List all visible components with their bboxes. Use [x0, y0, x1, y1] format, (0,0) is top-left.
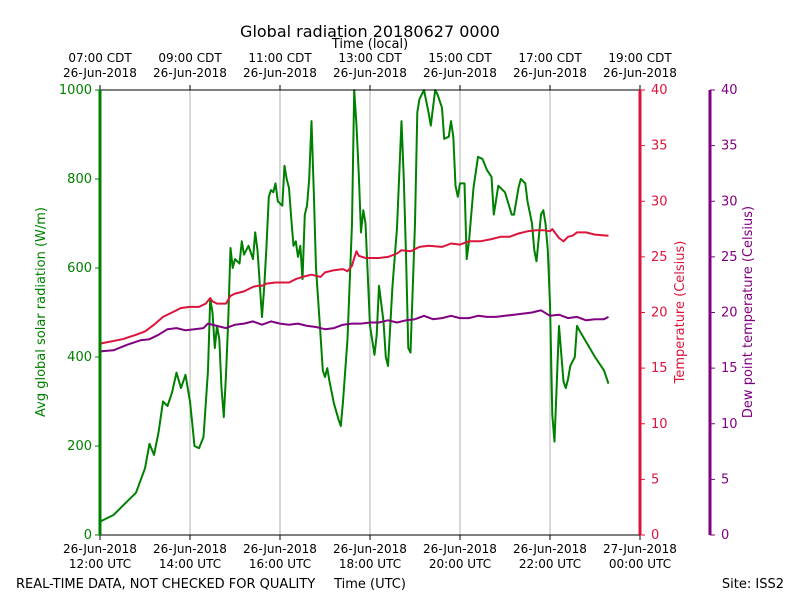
bottom-tick-date: 27-Jun-2018: [603, 542, 677, 556]
left-tick-label: 0: [84, 528, 92, 543]
dew-point-line: [99, 309, 609, 353]
temperature-tick-label: 10: [651, 417, 668, 432]
top-tick-date: 26-Jun-2018: [513, 66, 587, 80]
top-tick-time: 09:00 CDT: [158, 51, 222, 65]
bottom-tick-time: 16:00 UTC: [249, 557, 311, 571]
axes: [95, 85, 715, 540]
left-tick-label: 200: [67, 439, 92, 454]
y-axis-label-right-dewpoint: Dew point temperature (Celsius): [741, 206, 756, 418]
bottom-tick-date: 26-Jun-2018: [63, 542, 137, 556]
left-tick-label: 1000: [59, 83, 92, 98]
temperature-tick-label: 30: [651, 194, 668, 209]
temperature-line: [99, 228, 609, 345]
quality-note: REAL-TIME DATA, NOT CHECKED FOR QUALITY: [16, 577, 315, 592]
temperature-tick-label: 20: [651, 306, 668, 321]
bottom-tick-date: 26-Jun-2018: [333, 542, 407, 556]
series-lines: [99, 89, 610, 523]
top-tick-time: 07:00 CDT: [68, 51, 132, 65]
top-tick-date: 26-Jun-2018: [153, 66, 227, 80]
solar-radiation-line: [99, 89, 610, 523]
temperature-tick-label: 15: [651, 361, 668, 376]
top-tick-date: 26-Jun-2018: [423, 66, 497, 80]
dewpoint-tick-label: 25: [721, 250, 738, 265]
chart-title: Global radiation 20180627 0000: [240, 22, 500, 41]
temperature-tick-label: 0: [651, 528, 659, 543]
top-tick-date: 26-Jun-2018: [333, 66, 407, 80]
top-tick-date: 26-Jun-2018: [63, 66, 137, 80]
temperature-tick-label: 40: [651, 83, 668, 98]
dewpoint-tick-label: 20: [721, 306, 738, 321]
bottom-tick-time: 20:00 UTC: [429, 557, 491, 571]
top-tick-date: 26-Jun-2018: [243, 66, 317, 80]
temperature-tick-label: 35: [651, 139, 668, 154]
bottom-tick-time: 14:00 UTC: [159, 557, 221, 571]
site-label: Site: ISS2: [722, 577, 784, 592]
temperature-tick-label: 25: [651, 250, 668, 265]
left-tick-label: 400: [67, 350, 92, 365]
y-axis-label-left: Avg global solar radiation (W/m): [34, 207, 49, 417]
dewpoint-tick-label: 0: [721, 528, 729, 543]
bottom-tick-time: 12:00 UTC: [69, 557, 131, 571]
bottom-tick-date: 26-Jun-2018: [243, 542, 317, 556]
dewpoint-tick-label: 10: [721, 417, 738, 432]
bottom-tick-date: 26-Jun-2018: [423, 542, 497, 556]
top-tick-time: 19:00 CDT: [608, 51, 672, 65]
bottom-tick-time: 18:00 UTC: [339, 557, 401, 571]
bottom-tick-time: 22:00 UTC: [519, 557, 581, 571]
left-tick-label: 800: [67, 172, 92, 187]
dewpoint-tick-label: 30: [721, 194, 738, 209]
temperature-tick-label: 5: [651, 472, 659, 487]
x-axis-label: Time (UTC): [333, 577, 406, 592]
y-axis-label-right-temperature: Temperature (Celsius): [673, 241, 688, 385]
bottom-tick-date: 26-Jun-2018: [153, 542, 227, 556]
top-tick-time: 13:00 CDT: [338, 51, 402, 65]
top-axis-title: Time (local): [331, 37, 408, 52]
top-tick-time: 17:00 CDT: [518, 51, 582, 65]
top-tick-time: 15:00 CDT: [428, 51, 492, 65]
dewpoint-tick-label: 5: [721, 472, 729, 487]
top-tick-date: 26-Jun-2018: [603, 66, 677, 80]
dewpoint-tick-label: 35: [721, 139, 738, 154]
dewpoint-tick-label: 40: [721, 83, 738, 98]
dewpoint-tick-label: 15: [721, 361, 738, 376]
top-tick-time: 11:00 CDT: [248, 51, 312, 65]
bottom-tick-time: 00:00 UTC: [609, 557, 671, 571]
left-tick-label: 600: [67, 261, 92, 276]
bottom-tick-date: 26-Jun-2018: [513, 542, 587, 556]
